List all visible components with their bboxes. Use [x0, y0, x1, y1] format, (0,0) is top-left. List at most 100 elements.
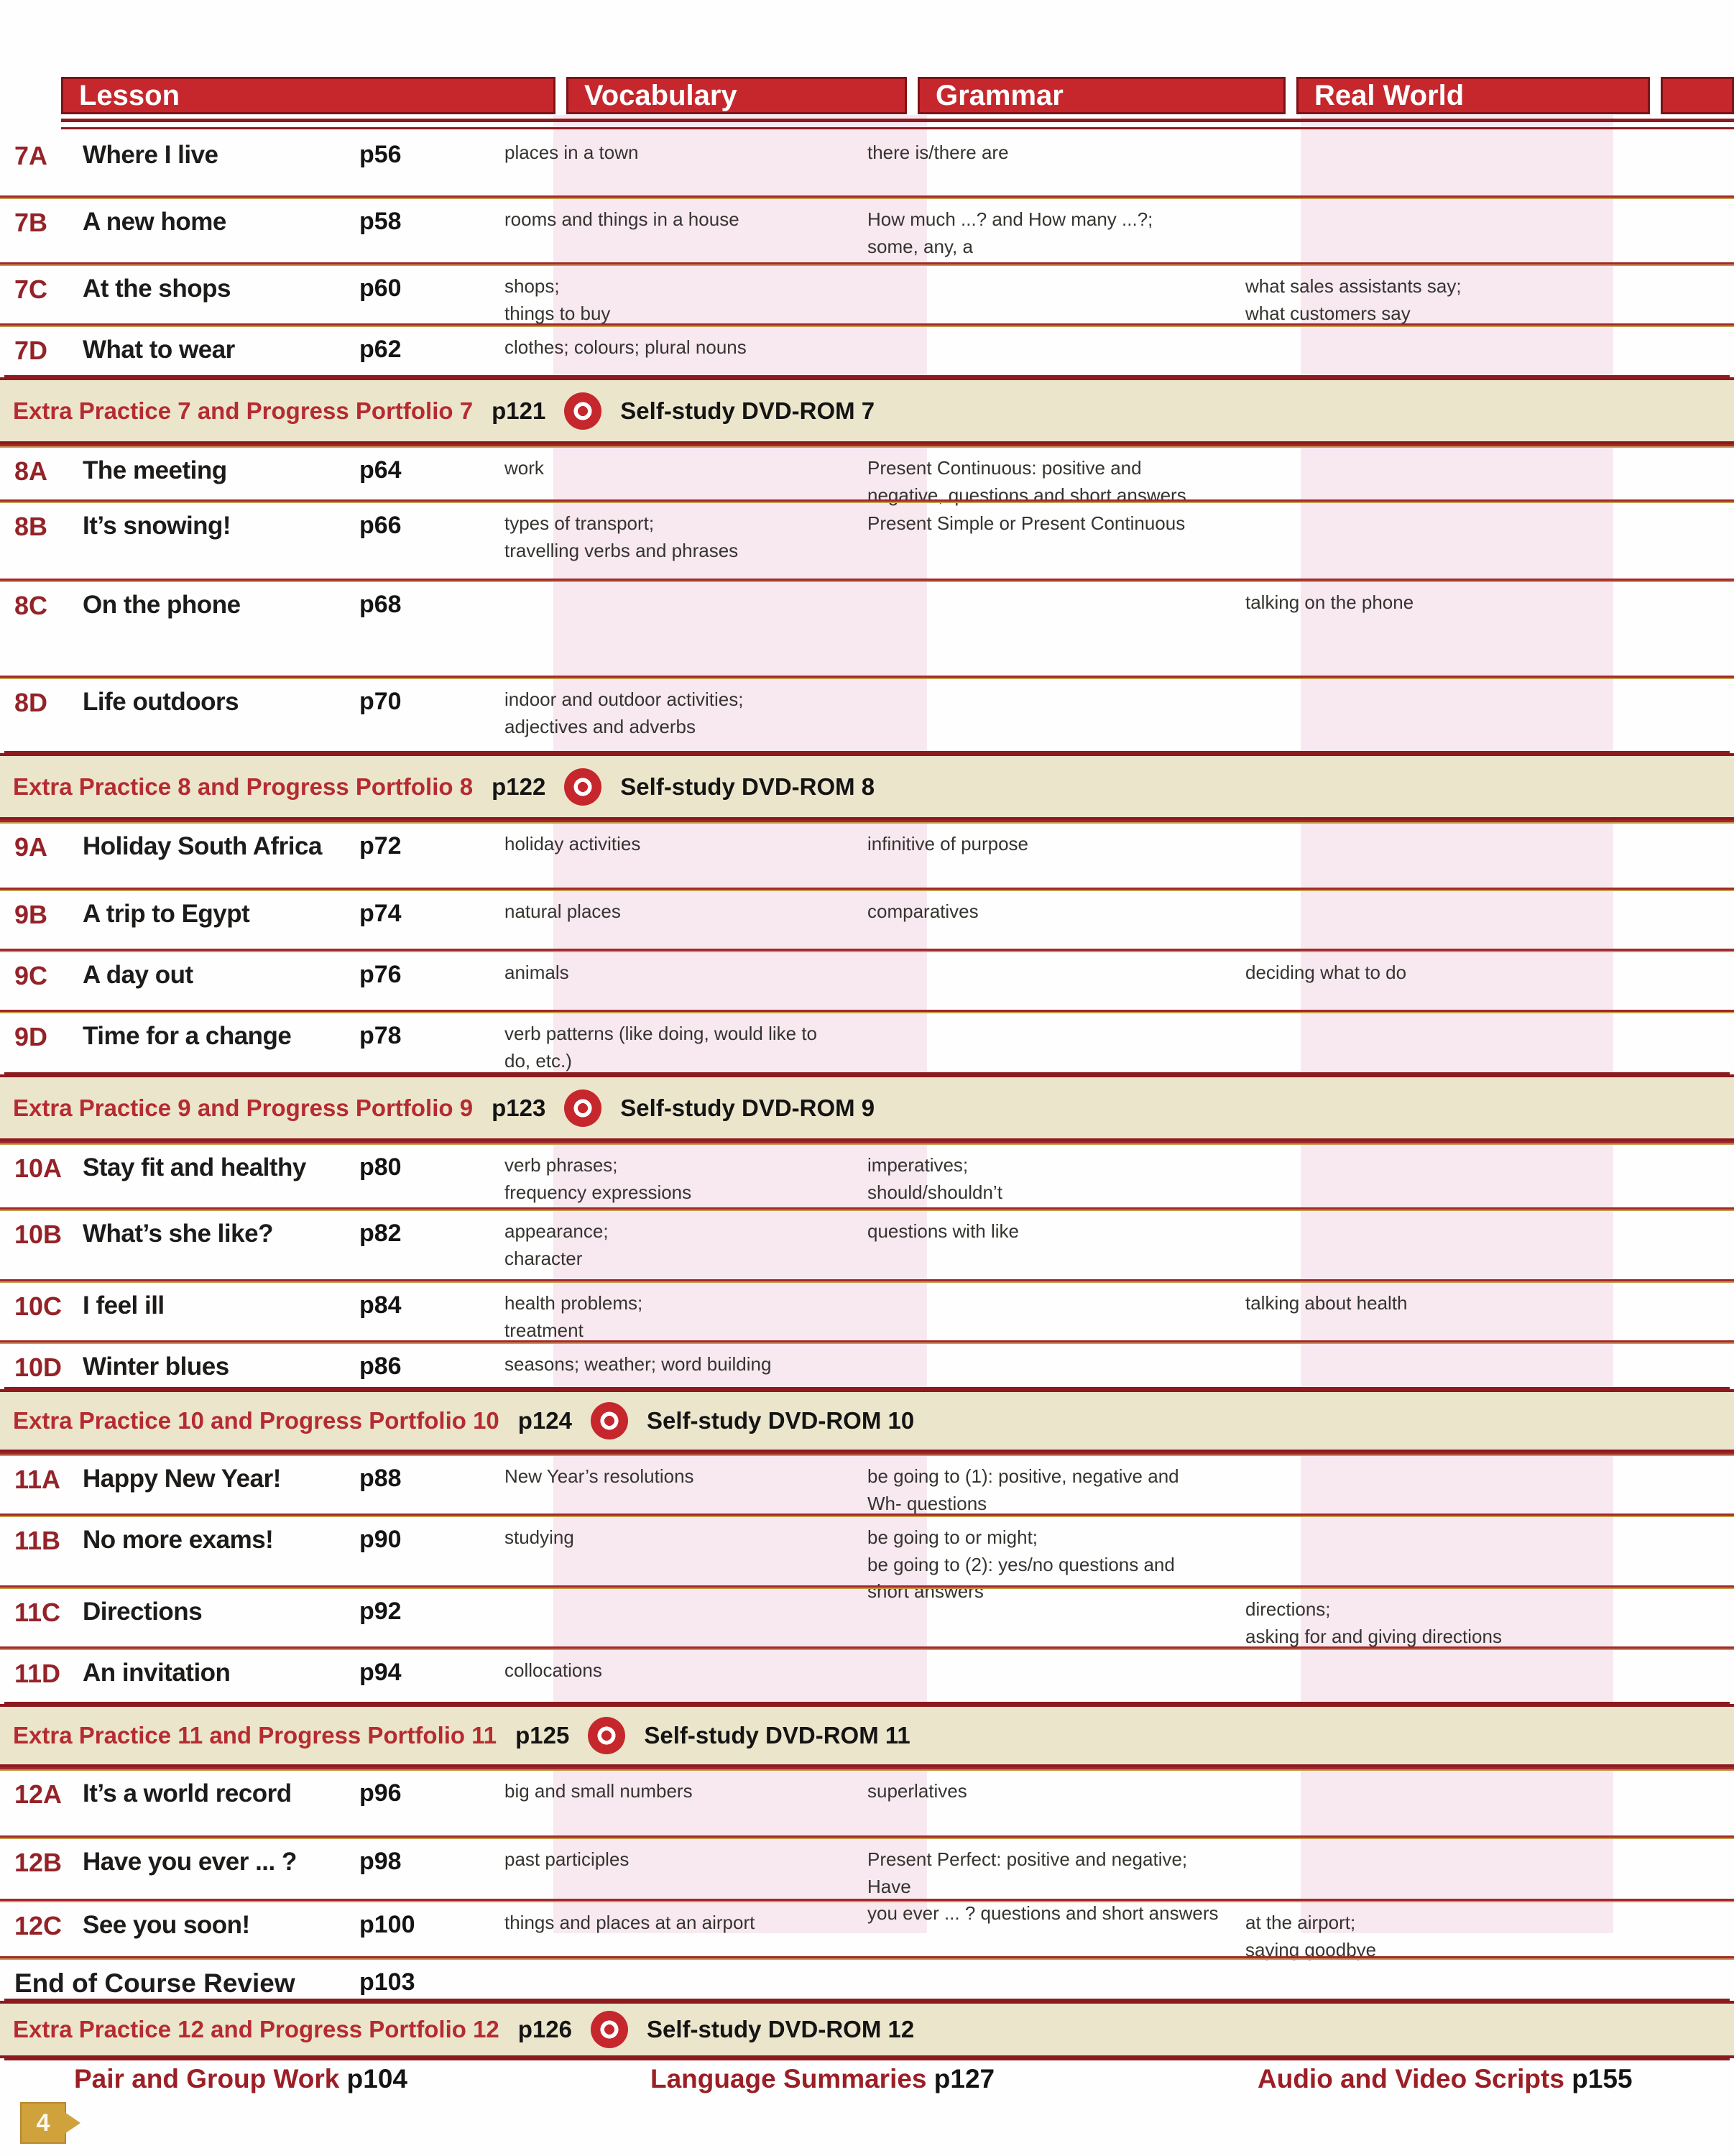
self-study-dvd-label: Self-study DVD-ROM 11 — [644, 1722, 910, 1749]
lesson-title: I feel ill — [83, 1291, 165, 1319]
lesson-code: 7C — [14, 275, 48, 304]
lesson-page: p84 — [359, 1291, 402, 1319]
grammar-cell: be going to (1): positive, negative and … — [867, 1465, 1179, 1514]
lesson-row: 7A Where I live p56 places in a town the… — [0, 131, 1734, 195]
lesson-title: The meeting — [83, 456, 227, 484]
vocabulary-cell: things and places at an airport — [504, 1912, 755, 1933]
real-world-cell: directions; asking for and giving direct… — [1245, 1598, 1502, 1647]
grammar-cell — [859, 581, 1240, 676]
lesson-row: 11B No more exams! p90 studying be going… — [0, 1514, 1734, 1602]
grammar-cell: questions with like — [867, 1220, 1019, 1242]
footer-page: p155 — [1572, 2064, 1633, 2093]
grammar-cell — [859, 1958, 1240, 2001]
lesson-page: p62 — [359, 336, 402, 363]
extra-practice-page: p123 — [492, 1094, 546, 1121]
lesson-title: See you soon! — [83, 1911, 250, 1939]
lesson-page: p74 — [359, 900, 402, 927]
real-world-cell — [1240, 1455, 1734, 1517]
real-world-cell — [1240, 1769, 1734, 1835]
real-world-cell — [1240, 198, 1734, 262]
extra-practice-label: Extra Practice 9 and Progress Portfolio … — [13, 1094, 474, 1121]
lesson-code: 11D — [14, 1659, 61, 1688]
real-world-cell: what sales assistants say; what customer… — [1245, 275, 1462, 324]
vocabulary-cell — [492, 581, 859, 676]
real-world-cell: talking on the phone — [1245, 591, 1414, 613]
lesson-cell: 12C See you soon! p100 — [0, 1901, 492, 1963]
grammar-cell: infinitive of purpose — [867, 833, 1029, 854]
lesson-title: It’s snowing! — [83, 512, 231, 540]
header-partial-column — [1661, 77, 1734, 114]
real-world-cell — [1240, 131, 1734, 195]
lesson-row: 10B What’s she like? p82 appearance; cha… — [0, 1207, 1734, 1279]
lesson-page: p58 — [359, 208, 402, 235]
lesson-cell: 8C On the phone p68 — [0, 581, 492, 676]
lesson-code: 9C — [14, 961, 48, 990]
lesson-page: p88 — [359, 1465, 402, 1492]
lesson-cell: 10B What’s she like? p82 — [0, 1210, 492, 1279]
grammar-cell: Present Simple or Present Continuous — [867, 512, 1186, 534]
extra-practice-label: Extra Practice 8 and Progress Portfolio … — [13, 773, 474, 800]
footer-page: p127 — [933, 2064, 995, 2093]
self-study-dvd-label: Self-study DVD-ROM 9 — [620, 1094, 875, 1121]
lesson-cell: 11B No more exams! p90 — [0, 1516, 492, 1606]
grammar-cell — [859, 264, 1240, 327]
end-of-course-review-row: End of Course Review p103 — [0, 1956, 1734, 2001]
vocabulary-cell: work — [504, 457, 544, 479]
extra-practice-row: Extra Practice 8 and Progress Portfolio … — [0, 753, 1734, 820]
real-world-cell — [1240, 1342, 1734, 1389]
extra-practice-label: Extra Practice 12 and Progress Portfolio… — [13, 2016, 499, 2042]
grammar-cell — [859, 1281, 1240, 1344]
grammar-cell: there is/there are — [867, 142, 1009, 163]
self-study-dvd-label: Self-study DVD-ROM 10 — [647, 1407, 915, 1434]
page-number-tab: 4 — [20, 2102, 80, 2144]
lesson-row: 9C A day out p76 animals deciding what t… — [0, 949, 1734, 1010]
extra-practice-label: Extra Practice 7 and Progress Portfolio … — [13, 397, 474, 424]
lesson-row: 10D Winter blues p86 seasons; weather; w… — [0, 1340, 1734, 1389]
lesson-row: 10C I feel ill p84 health problems; trea… — [0, 1279, 1734, 1341]
lesson-row: 7C At the shops p60 shops; things to buy… — [0, 262, 1734, 324]
lesson-title: Happy New Year! — [83, 1465, 281, 1493]
lesson-row: 11A Happy New Year! p88 New Year’s resol… — [0, 1452, 1734, 1514]
extra-practice-page: p126 — [517, 2016, 572, 2042]
lesson-page: p76 — [359, 961, 402, 988]
lesson-cell: 10D Winter blues p86 — [0, 1342, 492, 1389]
vocabulary-cell: collocations — [504, 1659, 602, 1681]
lesson-page: p56 — [359, 141, 402, 168]
extra-practice-row: Extra Practice 7 and Progress Portfolio … — [0, 377, 1734, 444]
footer-language-summaries: Language Summaries p127 — [650, 2064, 995, 2094]
table-header: Lesson Vocabulary Grammar Real World — [61, 77, 1734, 114]
vocabulary-cell — [492, 1958, 859, 2001]
lesson-row: 12B Have you ever ... ? p98 past partici… — [0, 1835, 1734, 1924]
footer-label: Pair and Group Work — [74, 2064, 340, 2093]
real-world-cell — [1240, 1143, 1734, 1207]
real-world-cell — [1240, 1012, 1734, 1074]
lesson-title: An invitation — [83, 1659, 231, 1687]
dvd-rom-icon — [564, 1089, 602, 1127]
footer-pair-group-work: Pair and Group Work p104 — [74, 2064, 407, 2094]
lesson-code: 10D — [14, 1353, 63, 1382]
lesson-page: p60 — [359, 275, 402, 302]
lesson-code: 7D — [14, 336, 48, 365]
extra-practice-row: Extra Practice 12 and Progress Portfolio… — [0, 2001, 1734, 2058]
lesson-page: p72 — [359, 832, 402, 860]
lesson-cell: 11C Directions p92 — [0, 1588, 492, 1650]
lesson-cell: 10A Stay fit and healthy p80 — [0, 1143, 492, 1207]
real-world-cell: talking about health — [1245, 1292, 1408, 1314]
extra-practice-row: Extra Practice 9 and Progress Portfolio … — [0, 1074, 1734, 1141]
header-grammar: Grammar — [918, 77, 1286, 114]
header-vocabulary: Vocabulary — [566, 77, 907, 114]
lesson-cell: 9A Holiday South Africa p72 — [0, 822, 492, 888]
lesson-cell: 9B A trip to Egypt p74 — [0, 890, 492, 949]
lesson-title: Directions — [83, 1598, 203, 1626]
lesson-code: 12A — [14, 1779, 63, 1809]
extra-practice-page: p122 — [492, 773, 546, 800]
lesson-code: 12C — [14, 1911, 63, 1940]
lesson-code: 8B — [14, 512, 48, 541]
lesson-cell: 7A Where I live p56 — [0, 131, 492, 195]
lesson-title: Holiday South Africa — [83, 832, 322, 860]
real-world-cell: at the airport; saying goodbye — [1245, 1912, 1377, 1961]
lesson-page: p82 — [359, 1220, 402, 1247]
lesson-row: 8D Life outdoors p70 indoor and outdoor … — [0, 676, 1734, 753]
lesson-cell: 8B It’s snowing! p66 — [0, 502, 492, 579]
lesson-title: What to wear — [83, 336, 235, 364]
